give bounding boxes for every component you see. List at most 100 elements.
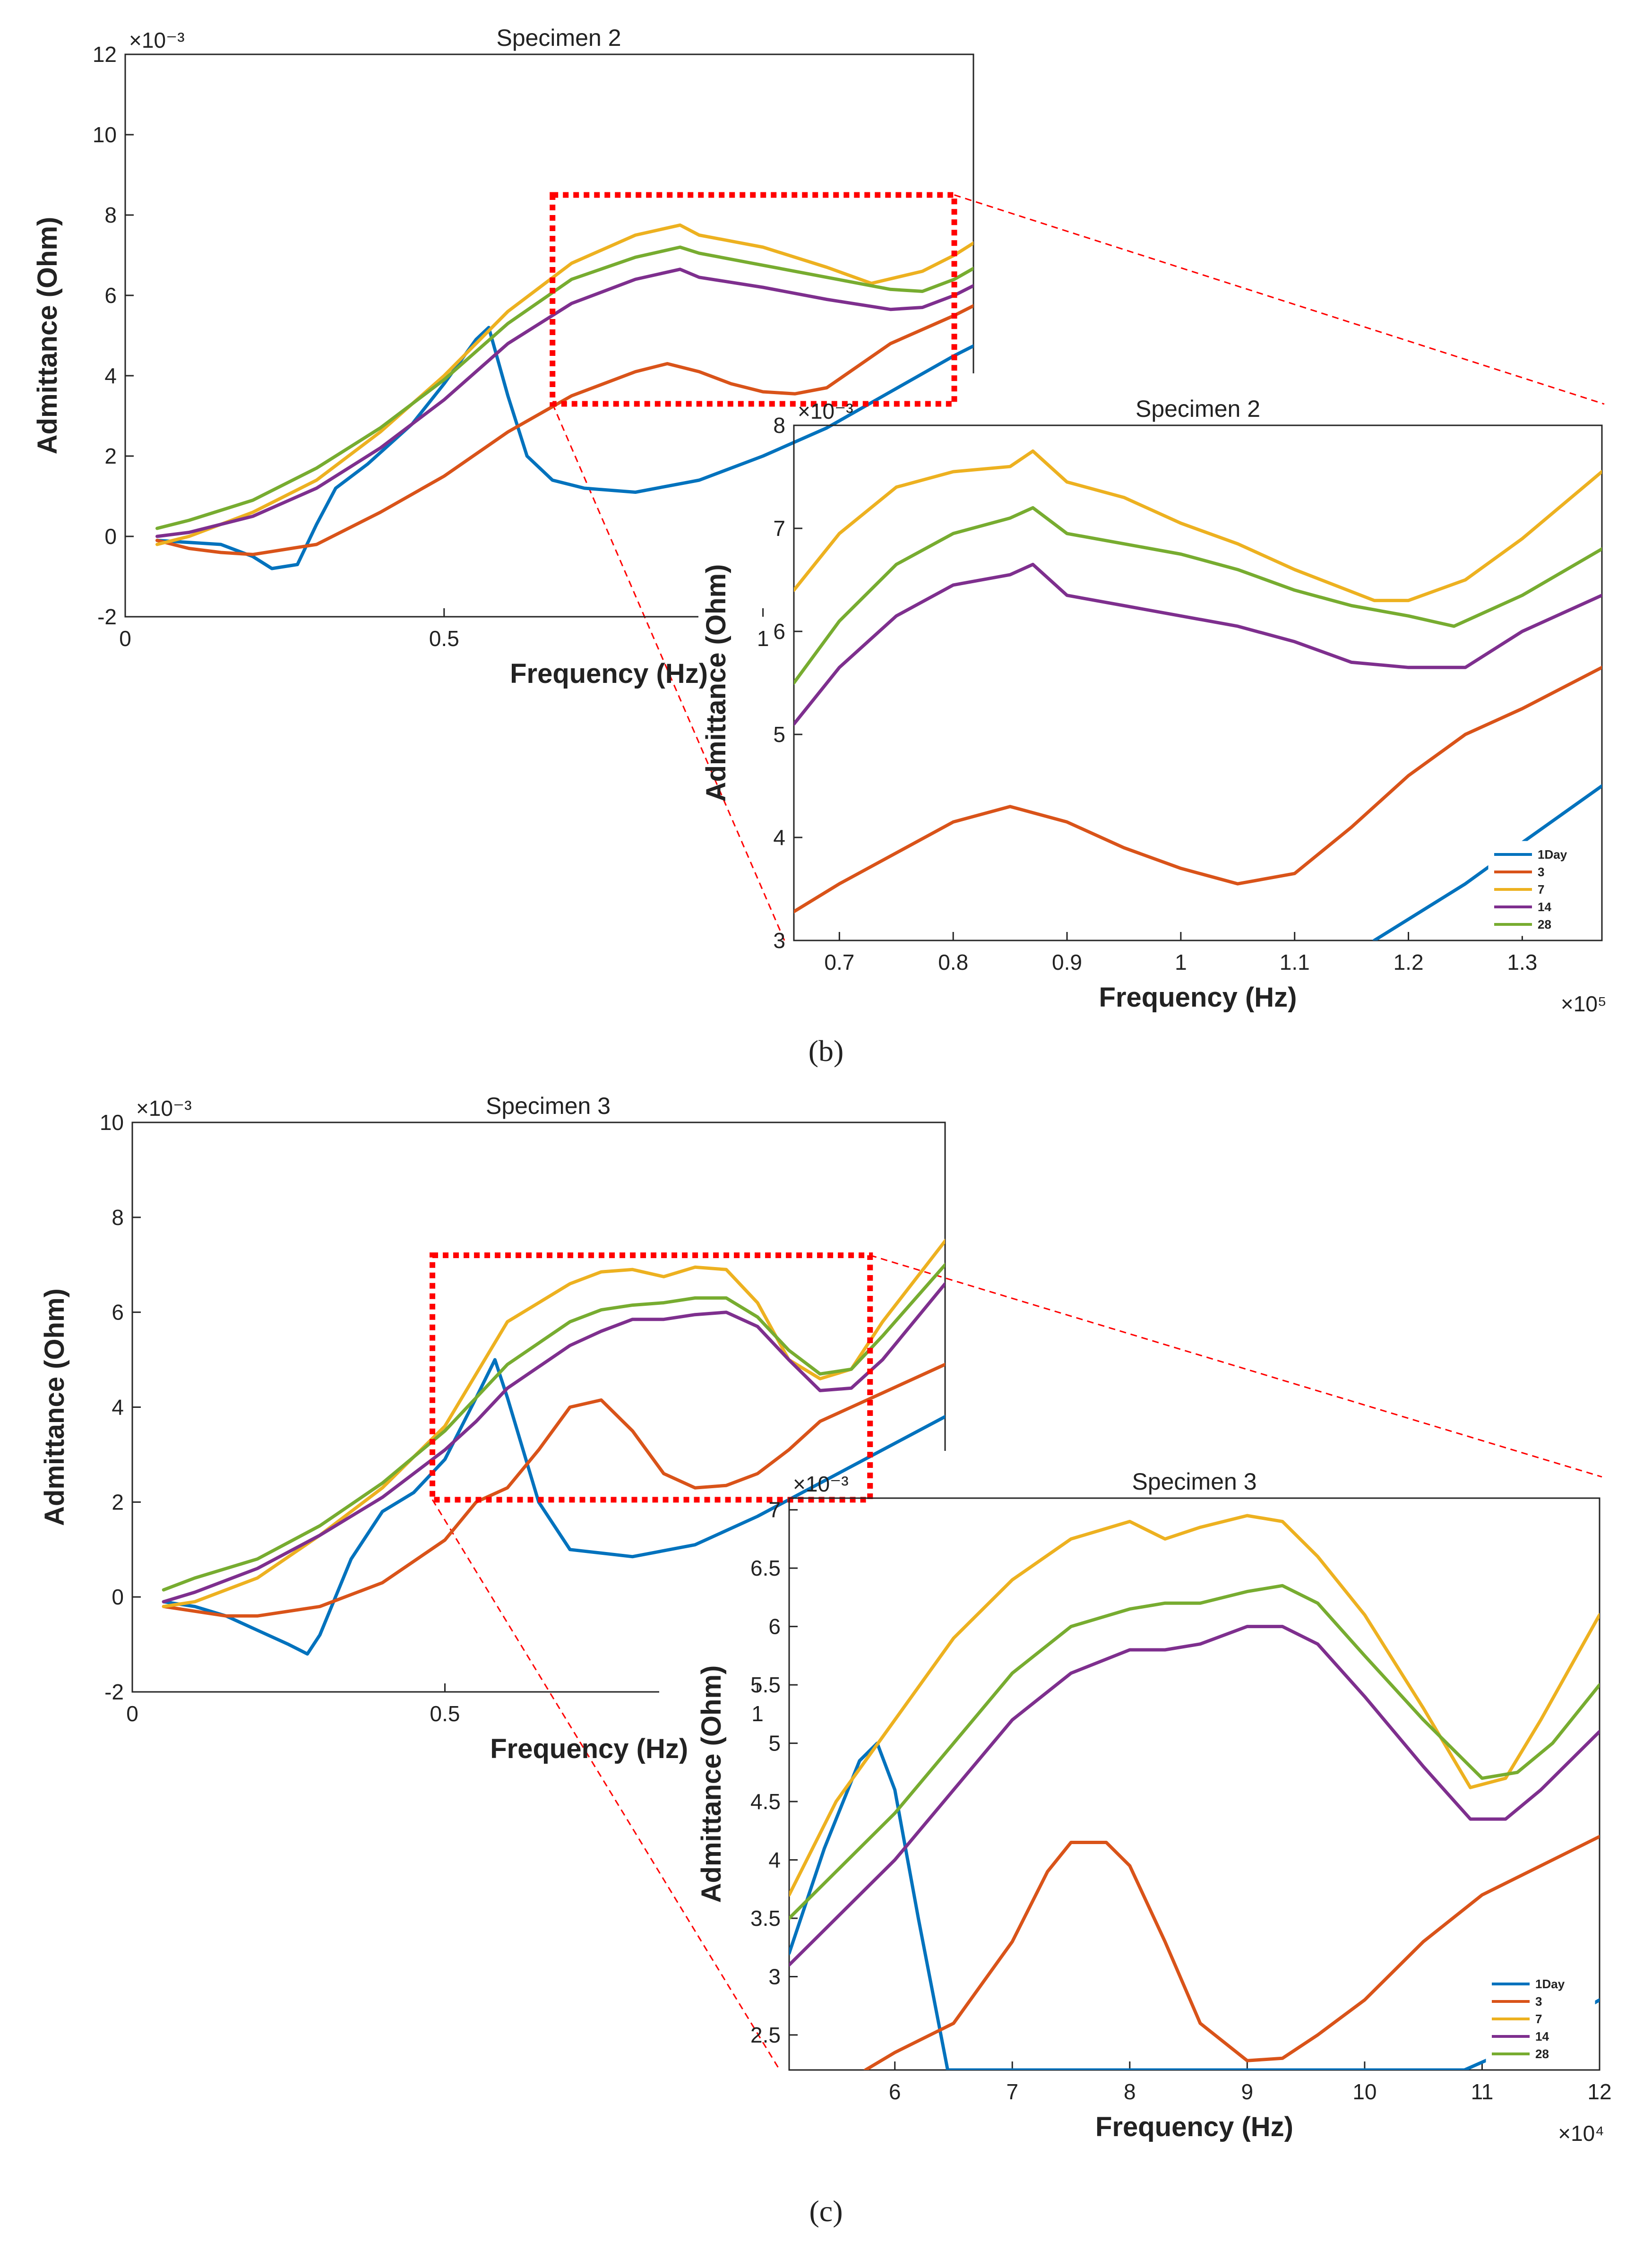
y-exponent-label: ×10⁻³	[798, 399, 853, 423]
series-line-3	[155, 304, 973, 556]
y-tick-label: 6	[773, 619, 785, 644]
caption-c: (c)	[809, 2194, 843, 2228]
series-line-14	[155, 267, 973, 538]
y-tick-label: 0	[112, 1585, 124, 1609]
x-tick-label: 0	[126, 1701, 138, 1726]
legend-label-14: 14	[1538, 900, 1551, 914]
y-tick-label: 0	[104, 524, 117, 549]
y-exponent-label: ×10⁻³	[793, 1472, 849, 1496]
zoom-connector-lines	[431, 194, 1605, 2070]
x-tick-label: 1	[751, 1701, 764, 1726]
y-axis-label: Admittance (Ohm)	[696, 1665, 727, 1903]
legend-label-1Day: 1Day	[1538, 847, 1567, 862]
series-line-3	[162, 1362, 945, 1618]
x-axis-label: Frequency (Hz)	[510, 658, 708, 689]
y-tick-label: 4	[773, 825, 785, 850]
chart-c-zoom: 6 7 8 9 10 11 12 2.5 3 3.5 4 4.5 5 5.5 6 6.5 7 Specimen 3…	[696, 1468, 1612, 2146]
series-line-7	[789, 1514, 1600, 1897]
x-tick-label: 0.7	[824, 950, 854, 974]
x-axis-label: Frequency (Hz)	[1095, 2112, 1293, 2142]
y-tick-label: 3	[773, 928, 785, 953]
y-exponent-label: ×10⁻³	[136, 1096, 192, 1121]
y-tick-label: 4	[112, 1395, 124, 1420]
y-tick-label: 7	[768, 1498, 781, 1522]
legend-label-28: 28	[1535, 2047, 1549, 2061]
chart-title: Specimen 3	[1132, 1468, 1256, 1495]
y-tick-label: 12	[93, 42, 117, 67]
zoom-region-box	[430, 1252, 873, 1503]
connector-line-bottom	[431, 1499, 781, 2070]
legend: 1Day 3 7 14 28	[1488, 841, 1598, 936]
legend: 1Day 3 7 14 28	[1486, 1970, 1595, 2066]
chart-b-zoom: 0.7 0.8 0.9 1 1.1 1.2 1.3 3 4 5 6 7 8 Specimen 2 ×10⁻³…	[701, 396, 1607, 1016]
zoom-region-box	[550, 192, 957, 407]
y-tick-label: 2	[112, 1490, 124, 1514]
x-axis-label: Frequency (Hz)	[490, 1733, 688, 1764]
y-axis-label: Admittance (Ohm)	[701, 564, 731, 802]
series-group	[155, 223, 973, 570]
y-tick-label: 5	[768, 1731, 781, 1756]
x-tick-label: 11	[1471, 2079, 1494, 2104]
chart-title: Specimen 2	[496, 25, 621, 51]
series-line-14	[789, 1625, 1600, 1967]
y-tick-label: 8	[104, 203, 117, 227]
y-tick-label: 2	[104, 444, 117, 468]
x-tick-label: 1.2	[1394, 950, 1424, 974]
y-tick-label: 8	[112, 1205, 124, 1230]
y-exponent-label: ×10⁻³	[129, 28, 185, 52]
legend-label-28: 28	[1538, 917, 1551, 931]
y-axis-label: Admittance (Ohm)	[39, 1288, 70, 1526]
series-line-28	[162, 1262, 945, 1592]
y-tick-label: 2.5	[750, 2023, 781, 2047]
y-tick-label: -2	[104, 1680, 124, 1704]
x-tick-label: 1	[757, 626, 769, 651]
y-tick-label: 4	[768, 1848, 781, 1872]
x-tick-label: 0.5	[429, 626, 459, 651]
y-tick-label: 6	[768, 1614, 781, 1639]
y-tick-label: 3.5	[750, 1906, 781, 1931]
x-axis-label: Frequency (Hz)	[1099, 982, 1297, 1013]
legend-label-1Day: 1Day	[1535, 1977, 1565, 1991]
series-line-7	[794, 449, 1602, 603]
y-tick-label: 10	[93, 122, 117, 147]
series-line-3	[864, 1835, 1600, 2070]
y-tick-label: 8	[773, 413, 785, 438]
x-exponent-label: ×10⁴	[1558, 2121, 1604, 2146]
legend-label-7: 7	[1538, 882, 1544, 897]
axes-b_zoom: 0.7 0.8 0.9 1 1.1 1.2 1.3 3 4 5 6 7 8	[773, 413, 1603, 974]
x-tick-label: 0.5	[430, 1701, 460, 1726]
x-tick-label: 7	[1006, 2079, 1018, 2104]
x-tick-label: 0.8	[938, 950, 968, 974]
series-line-1Day	[155, 326, 973, 570]
y-tick-label: 6	[104, 283, 117, 308]
series-line-28	[155, 245, 973, 530]
connector-line-top	[954, 194, 1605, 405]
x-exponent-label: ×10⁵	[1561, 992, 1607, 1016]
y-axis-label: Admittance (Ohm)	[32, 217, 63, 455]
y-tick-label: 6	[112, 1300, 124, 1325]
x-tick-label: 10	[1352, 2079, 1377, 2104]
legend-label-14: 14	[1535, 2029, 1549, 2044]
connector-line-top	[869, 1254, 1602, 1478]
legend-label-3: 3	[1535, 1994, 1542, 2009]
series-group	[789, 1514, 1600, 2070]
legend-label-7: 7	[1535, 2012, 1542, 2026]
x-tick-label: 1.3	[1507, 950, 1537, 974]
series-line-14	[162, 1282, 945, 1604]
series-line-28	[789, 1584, 1600, 1920]
x-tick-label: 12	[1587, 2079, 1611, 2104]
y-tick-label: 4.5	[750, 1789, 781, 1814]
legend-label-3: 3	[1538, 865, 1544, 879]
x-tick-label: 1	[1175, 950, 1187, 974]
x-tick-label: 8	[1124, 2079, 1136, 2104]
y-tick-label: 3	[768, 1964, 781, 1989]
x-tick-label: 1.1	[1280, 950, 1310, 974]
chart-title: Specimen 2	[1136, 396, 1260, 422]
y-tick-label: 5	[773, 722, 785, 747]
